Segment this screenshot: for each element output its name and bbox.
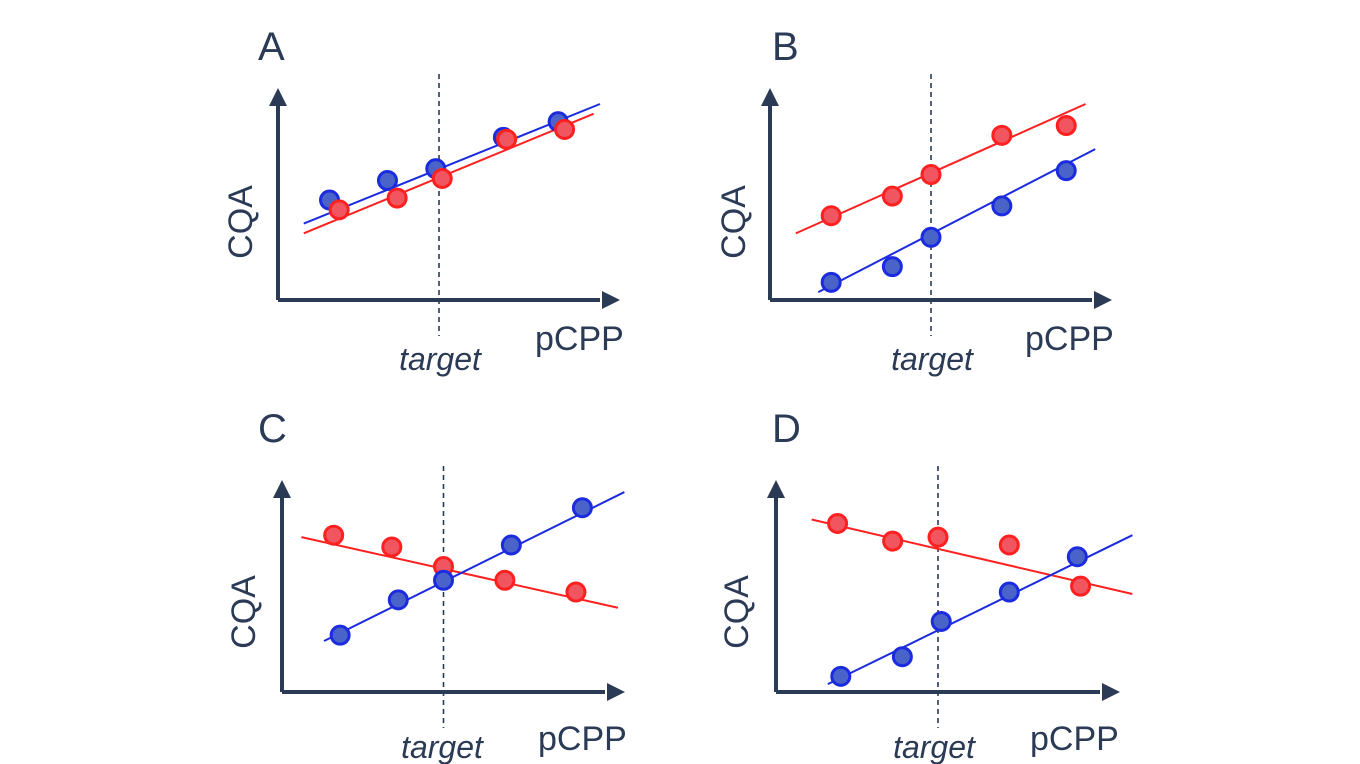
data-point-blue-d-5: [1066, 546, 1088, 568]
y-axis-arrow-b: [761, 88, 779, 106]
data-point-blue-b-4: [991, 195, 1013, 217]
panel-a: A CQA pCPP target: [222, 25, 624, 377]
data-point-blue-c-4: [500, 534, 522, 556]
data-point-blue-b-1: [820, 271, 842, 293]
data-point-blue-a-2: [376, 169, 398, 191]
fit-line-red-b: [795, 103, 1086, 235]
y-axis-label-c: CQA: [225, 575, 263, 649]
data-point-red-d-2: [882, 530, 904, 552]
data-point-red-d-5: [1070, 575, 1092, 597]
data-point-blue-c-2: [387, 589, 409, 611]
data-point-red-b-3: [920, 164, 942, 186]
target-label-a: target: [399, 341, 482, 377]
fit-line-blue-c: [323, 491, 625, 642]
data-point-red-b-4: [991, 124, 1013, 146]
data-point-blue-b-5: [1055, 160, 1077, 182]
data-point-blue-d-3: [930, 610, 952, 632]
y-axis-arrow-c: [273, 480, 291, 498]
x-axis-label-a: pCPP: [535, 320, 624, 358]
fit-line-red-c: [301, 536, 619, 609]
data-point-blue-c-5: [571, 497, 593, 519]
data-point-red-d-4: [998, 534, 1020, 556]
panel-letter-d: D: [772, 407, 801, 451]
data-point-blue-b-3: [920, 226, 942, 248]
data-point-red-c-2: [381, 536, 403, 558]
data-point-blue-c-1: [329, 624, 351, 646]
data-point-red-a-4: [496, 128, 518, 150]
panel-letter-b: B: [772, 25, 799, 69]
data-point-red-d-3: [927, 526, 949, 548]
y-axis-arrow-a: [269, 88, 287, 106]
data-point-blue-c-3: [433, 569, 454, 591]
data-point-red-b-5: [1055, 115, 1077, 137]
data-point-blue-b-2: [881, 256, 903, 278]
data-point-red-a-3: [431, 167, 453, 189]
panel-d: D CQA pCPP target: [718, 407, 1133, 764]
data-point-red-d-1: [827, 512, 849, 534]
target-label-c: target: [401, 729, 484, 764]
panel-letter-c: C: [258, 407, 287, 451]
x-axis-arrow-a: [602, 291, 620, 309]
data-point-red-b-2: [881, 185, 903, 207]
x-axis-arrow-c: [607, 683, 625, 701]
panel-letter-a: A: [258, 25, 285, 69]
x-axis-label-b: pCPP: [1025, 320, 1114, 358]
data-point-blue-d-1: [830, 665, 852, 687]
data-point-red-b-1: [820, 205, 842, 227]
panel-c: C CQA pCPP target: [225, 407, 627, 764]
data-point-red-a-2: [386, 187, 408, 209]
data-point-red-c-1: [323, 524, 345, 546]
x-axis-label-c: pCPP: [538, 720, 627, 758]
data-point-red-a-5: [554, 118, 576, 140]
x-axis-arrow-b: [1094, 291, 1112, 309]
data-point-blue-d-2: [891, 646, 913, 668]
y-axis-arrow-d: [767, 480, 785, 498]
target-label-b: target: [891, 341, 974, 377]
fit-line-blue-b: [817, 148, 1096, 294]
y-axis-label-a: CQA: [222, 185, 260, 259]
y-axis-label-d: CQA: [718, 575, 756, 649]
x-axis-label-d: pCPP: [1030, 720, 1119, 758]
x-axis-arrow-d: [1102, 683, 1120, 701]
data-point-red-c-5: [565, 581, 587, 603]
target-label-d: target: [893, 729, 976, 764]
data-point-red-a-1: [328, 199, 350, 221]
panel-b: B CQA pCPP target: [715, 25, 1114, 377]
y-axis-label-b: CQA: [715, 185, 753, 259]
data-point-blue-d-4: [998, 581, 1020, 603]
data-point-red-c-4: [494, 569, 516, 591]
